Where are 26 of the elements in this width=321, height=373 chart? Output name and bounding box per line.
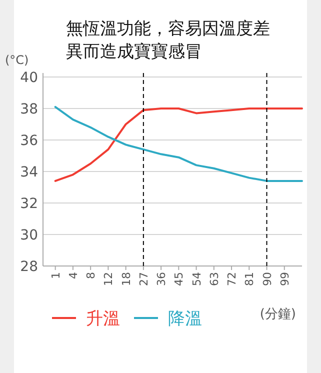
x-tick-label: 63	[208, 272, 221, 286]
x-tick-label: 90	[260, 272, 274, 286]
x-tick-label: 4	[66, 272, 80, 279]
x-tick-label: 1	[49, 272, 62, 279]
x-tick-label: 8	[84, 272, 98, 279]
y-tick-label: 32	[20, 196, 38, 212]
x-tick-label: 99	[278, 272, 292, 286]
x-tick-label: 18	[120, 272, 133, 286]
x-tick-label: 12	[102, 272, 116, 286]
y-tick-label: 38	[20, 102, 38, 118]
x-tick-label: 45	[172, 272, 186, 286]
x-tick-label: 81	[243, 272, 256, 286]
y-tick-label: 30	[20, 228, 38, 244]
y-tick-label: 34	[20, 164, 38, 180]
y-tick-label: 28	[20, 259, 38, 275]
y-axis-title: (°C)	[5, 53, 29, 67]
x-tick-label: 54	[190, 272, 204, 286]
y-tick-label: 36	[20, 133, 38, 149]
chart-title: 無恆溫功能，容易因溫度差異而造成寶寶感冒	[66, 19, 270, 62]
legend-label: 升溫	[86, 309, 120, 329]
legend-label: 降溫	[168, 309, 202, 329]
x-tick-label: 27	[137, 272, 150, 286]
x-tick-label: 72	[226, 272, 239, 286]
x-axis-title: (分鐘)	[260, 307, 296, 322]
x-tick-label: 36	[155, 272, 168, 286]
y-tick-label: 40	[20, 70, 38, 86]
